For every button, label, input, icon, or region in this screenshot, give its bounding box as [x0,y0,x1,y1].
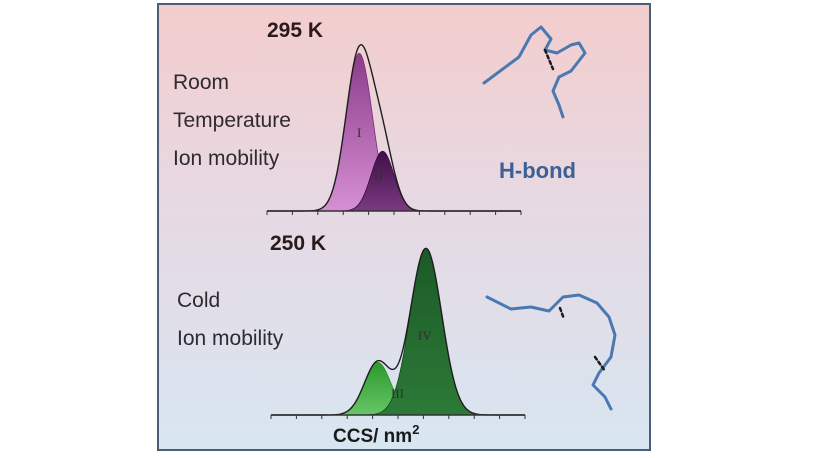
peak-ii [267,150,521,212]
molecule-extended-icon [485,293,617,411]
top-temperature-label: 295 K [267,19,323,42]
molecule-hbond-loop-icon [482,25,587,119]
peak-label-iv: IV [418,328,432,343]
peak-label-iii: III [391,386,404,401]
x-axis-label-text: CCS/ nm [333,426,412,447]
cold-chart: III IV [270,247,526,419]
figure-panel: I II III IV 295 K Room Temperature Ion mob… [157,3,651,451]
top-description-line-1: Room [173,71,229,94]
top-description-line-2: Temperature [173,109,291,132]
top-description-line-3: Ion mobility [173,147,280,170]
bottom-temperature-label: 250 K [270,232,326,255]
room-temperature-chart: III [266,44,522,215]
x-axis-label-superscript: 2 [412,422,419,437]
bottom-description-line-2: Ion mobility [177,327,284,350]
peak-label-i: I [357,125,361,140]
hbond-label: H-bond [499,158,576,183]
peak-label-ii: II [374,168,383,183]
bottom-description-line-1: Cold [177,289,220,312]
x-axis-label: CCS/ nm2 [333,422,419,447]
